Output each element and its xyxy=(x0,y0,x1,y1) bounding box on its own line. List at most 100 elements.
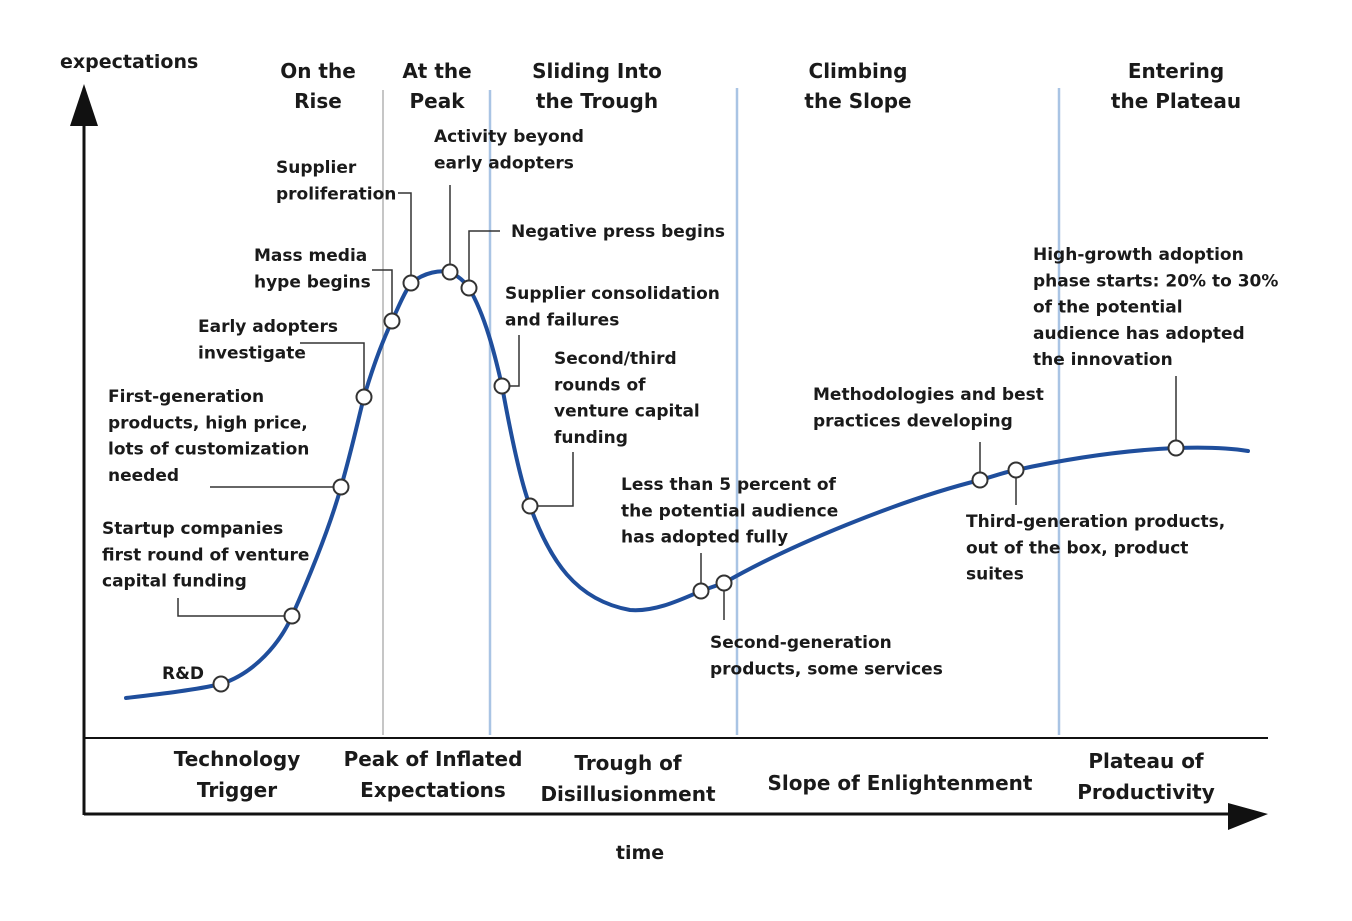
annotation-negative-press-line: Negative press begins xyxy=(511,222,725,242)
annotation-early-adopters: Early adopters investigate xyxy=(198,317,338,363)
marker-second-gen xyxy=(715,574,733,592)
annotation-high-growth-line: High-growth adoption xyxy=(1033,245,1244,265)
annotation-methodologies-line: practices developing xyxy=(813,411,1013,431)
annotation-second-generation: Second-generation products, some services xyxy=(710,633,943,679)
leader-line-early-adopters xyxy=(300,342,365,397)
annotation-second-third-rounds-line: Second/third xyxy=(554,349,677,369)
marker-consolidation xyxy=(493,377,511,395)
annotation-less-than-5-percent-line: the potential audience xyxy=(621,501,838,521)
annotation-mass-media-hype-line: hype begins xyxy=(254,272,371,292)
marker-rnd xyxy=(212,675,230,693)
annotation-second-third-rounds-line: funding xyxy=(554,428,628,448)
phase-trough-disillusionment-line: Disillusionment xyxy=(540,782,716,806)
phase-peak-inflated-expectations-line: Peak of Inflated xyxy=(344,747,523,771)
annotation-activity-beyond-line: Activity beyond xyxy=(434,127,584,147)
y-axis-arrowhead xyxy=(70,84,98,126)
marker-methodologies xyxy=(971,471,989,489)
leader-line-startup xyxy=(177,598,292,617)
annotation-second-generation-line: Second-generation xyxy=(710,633,892,653)
annotation-second-third-rounds: Second/third rounds of venture capital fund… xyxy=(554,349,700,448)
phase-plateau-productivity-line: Productivity xyxy=(1077,780,1215,804)
annotation-supplier-consolidation-line: and failures xyxy=(505,310,619,330)
phase-peak-inflated-expectations-line: Expectations xyxy=(360,778,506,802)
annotation-third-generation-line: out of the box, product xyxy=(966,538,1188,558)
x-axis-label: time xyxy=(616,842,664,864)
annotation-negative-press: Negative press begins xyxy=(511,222,725,242)
phase-slope-enlightenment: Slope of Enlightenment xyxy=(768,771,1033,795)
annotation-startup-companies: Startup companies first round of venture c… xyxy=(102,519,309,592)
annotation-third-generation: Third-generation products, out of the box… xyxy=(966,512,1225,585)
annotation-activity-beyond: Activity beyond early adopters xyxy=(434,127,584,173)
annotation-supplier-consolidation-line: Supplier consolidation xyxy=(505,284,720,304)
leader-line-proliferation xyxy=(398,192,412,283)
annotation-first-generation: First-generation products, high price, lot… xyxy=(108,387,309,486)
phase-plateau-productivity-line: Plateau of xyxy=(1088,749,1204,773)
header-sliding-into-trough-line: Sliding Into xyxy=(532,59,662,83)
marker-negative-press xyxy=(460,279,478,297)
phase-peak-inflated-expectations: Peak of Inflated Expectations xyxy=(344,747,523,802)
marker-mass-media xyxy=(383,312,401,330)
marker-high-growth xyxy=(1167,439,1185,457)
annotation-first-generation-line: products, high price, xyxy=(108,413,308,433)
annotation-third-generation-line: suites xyxy=(966,565,1024,585)
annotation-high-growth-line: of the potential xyxy=(1033,298,1183,318)
annotation-high-growth-line: phase starts: 20% to 30% xyxy=(1033,271,1278,291)
annotation-supplier-consolidation: Supplier consolidation and failures xyxy=(505,284,720,330)
leader-line-negative-press xyxy=(468,230,500,288)
marker-startup xyxy=(283,607,301,625)
marker-third-gen xyxy=(1007,461,1025,479)
header-climbing-slope: Climbing the Slope xyxy=(804,59,911,113)
header-on-the-rise-line: Rise xyxy=(294,89,342,113)
annotation-activity-beyond-line: early adopters xyxy=(434,153,574,173)
x-axis-arrowhead xyxy=(1228,803,1268,830)
annotation-early-adopters-line: Early adopters xyxy=(198,317,338,337)
annotations: R&D Startup companies first round of ventu… xyxy=(102,127,1278,684)
annotation-high-growth: High-growth adoption phase starts: 20% to… xyxy=(1033,245,1278,370)
marker-first-gen xyxy=(332,478,350,496)
annotation-first-generation-line: needed xyxy=(108,466,179,486)
phase-labels: Technology Trigger Peak of Inflated Expecta… xyxy=(174,747,1215,806)
annotation-startup-companies-line: Startup companies xyxy=(102,519,283,539)
header-entering-plateau: Entering the Plateau xyxy=(1111,59,1241,113)
annotation-mass-media-hype-line: Mass media xyxy=(254,246,367,266)
header-climbing-slope-line: the Slope xyxy=(804,89,911,113)
marker-proliferation xyxy=(402,274,420,292)
header-on-the-rise-line: On the xyxy=(280,59,356,83)
phase-trough-disillusionment-line: Trough of xyxy=(574,751,682,775)
annotation-methodologies-line: Methodologies and best xyxy=(813,385,1044,405)
annotation-supplier-proliferation-line: Supplier xyxy=(276,158,357,178)
phase-slope-enlightenment-line: Slope of Enlightenment xyxy=(768,771,1033,795)
header-entering-plateau-line: Entering xyxy=(1128,59,1224,83)
leader-line-second-third xyxy=(530,452,574,507)
annotation-high-growth-line: the innovation xyxy=(1033,350,1173,370)
annotation-first-generation-line: lots of customization xyxy=(108,440,309,460)
phase-technology-trigger-line: Technology xyxy=(174,747,301,771)
annotation-supplier-proliferation: Supplier proliferation xyxy=(276,158,396,204)
annotation-second-generation-line: products, some services xyxy=(710,659,943,679)
marker-second-third xyxy=(521,497,539,515)
annotation-startup-companies-line: capital funding xyxy=(102,572,247,592)
phase-technology-trigger-line: Trigger xyxy=(197,778,277,802)
annotation-second-third-rounds-line: venture capital xyxy=(554,402,700,422)
header-sliding-into-trough: Sliding Into the Trough xyxy=(532,59,662,113)
annotation-less-than-5-percent: Less than 5 percent of the potential audi… xyxy=(621,475,838,548)
header-sliding-into-trough-line: the Trough xyxy=(536,89,658,113)
header-on-the-rise: On the Rise xyxy=(280,59,356,113)
annotation-less-than-5-percent-line: Less than 5 percent of xyxy=(621,475,837,495)
annotation-rnd: R&D xyxy=(162,664,204,684)
phase-trough-disillusionment: Trough of Disillusionment xyxy=(540,751,716,806)
phase-plateau-productivity: Plateau of Productivity xyxy=(1077,749,1215,804)
annotation-startup-companies-line: first round of venture xyxy=(102,545,309,565)
milestone-markers xyxy=(212,263,1185,693)
header-at-the-peak: At the Peak xyxy=(402,59,471,113)
annotation-less-than-5-percent-line: has adopted fully xyxy=(621,528,788,548)
annotation-supplier-proliferation-line: proliferation xyxy=(276,184,396,204)
y-axis-label: expectations xyxy=(60,51,198,73)
annotation-first-generation-line: First-generation xyxy=(108,387,264,407)
leader-line-mass-media xyxy=(372,269,393,321)
leader-lines xyxy=(177,185,1177,620)
header-at-the-peak-line: At the xyxy=(402,59,471,83)
annotation-second-third-rounds-line: rounds of xyxy=(554,375,646,395)
